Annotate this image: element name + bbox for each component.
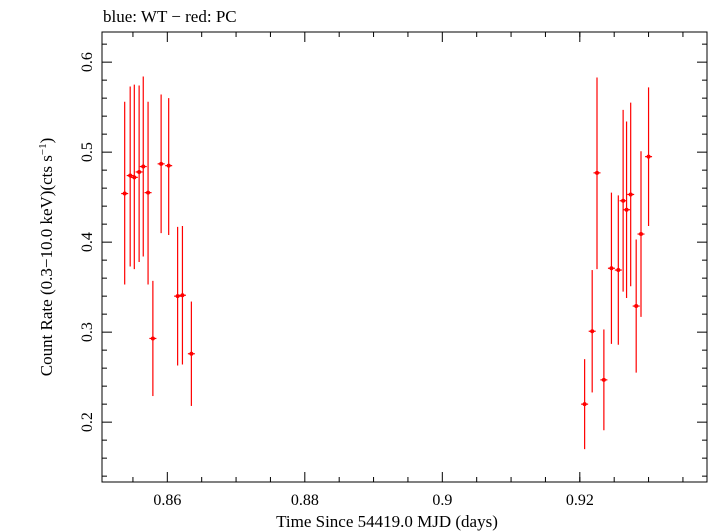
point-marker	[639, 232, 643, 237]
point-marker	[634, 304, 639, 309]
data-point	[632, 239, 640, 373]
data-point	[130, 84, 138, 270]
chart-title: blue: WT − red: PC	[103, 7, 237, 26]
data-point	[607, 192, 615, 344]
data-point	[645, 87, 653, 226]
data-point	[593, 77, 601, 270]
y-tick-label: 0.5	[79, 142, 96, 162]
data-point	[614, 195, 622, 345]
point-marker	[601, 377, 606, 382]
data-point	[187, 301, 195, 406]
data-point	[139, 76, 147, 257]
point-marker	[122, 191, 127, 196]
point-marker	[166, 163, 171, 168]
x-tick-label: 0.88	[291, 492, 319, 509]
y-axis-label-superscript: −1	[37, 143, 49, 155]
data-point	[157, 94, 165, 234]
data-point	[144, 101, 152, 285]
point-marker	[621, 198, 626, 203]
data-point	[627, 102, 635, 287]
point-marker	[146, 190, 151, 195]
data-point	[637, 151, 645, 317]
data-point	[600, 329, 608, 431]
data-point	[126, 86, 134, 267]
point-marker	[175, 294, 180, 299]
x-tick-label: 0.9	[432, 492, 452, 509]
data-point	[588, 270, 596, 393]
y-tick-label: 0.3	[79, 322, 96, 342]
x-tick-label: 0.86	[153, 492, 181, 509]
point-marker	[189, 351, 194, 356]
point-marker	[180, 293, 185, 298]
data-point	[581, 359, 589, 450]
data-point	[623, 121, 631, 298]
point-marker	[582, 402, 587, 407]
data-point	[149, 280, 157, 397]
point-marker	[590, 329, 595, 334]
point-marker	[609, 266, 614, 271]
data-point	[619, 109, 627, 292]
y-tick-label: 0.6	[79, 52, 96, 72]
point-marker	[616, 268, 621, 273]
data-point	[121, 101, 129, 285]
point-marker	[624, 207, 629, 212]
point-marker	[159, 161, 164, 166]
y-tick-label: 0.4	[79, 232, 96, 252]
y-axis-label-main: Count Rate (0.3−10.0 keV)(cts s	[37, 155, 56, 376]
axis-ticks	[102, 32, 707, 482]
data-points	[121, 76, 653, 450]
data-point	[165, 98, 173, 235]
point-marker	[595, 170, 599, 175]
data-point	[174, 226, 182, 366]
y-axis-label: Count Rate (0.3−10.0 keV)(cts s−1)	[37, 138, 56, 377]
point-marker	[150, 336, 155, 341]
y-tick-label: 0.2	[79, 412, 96, 432]
data-point	[135, 85, 143, 262]
axis-tick-labels: 0.86 0.88 0.9 0.92 0.2 0.3 0.4 0.5 0.6	[79, 52, 594, 509]
y-axis-label-end: )	[37, 138, 56, 144]
point-marker	[141, 164, 146, 169]
point-marker	[128, 173, 133, 178]
plot-frame	[101, 31, 708, 483]
data-point	[178, 225, 186, 365]
point-marker	[132, 175, 137, 180]
point-marker	[628, 192, 633, 197]
point-marker	[137, 169, 142, 174]
point-marker	[646, 154, 651, 159]
x-tick-label: 0.92	[566, 492, 594, 509]
x-axis-label: Time Since 54419.0 MJD (days)	[276, 512, 498, 531]
